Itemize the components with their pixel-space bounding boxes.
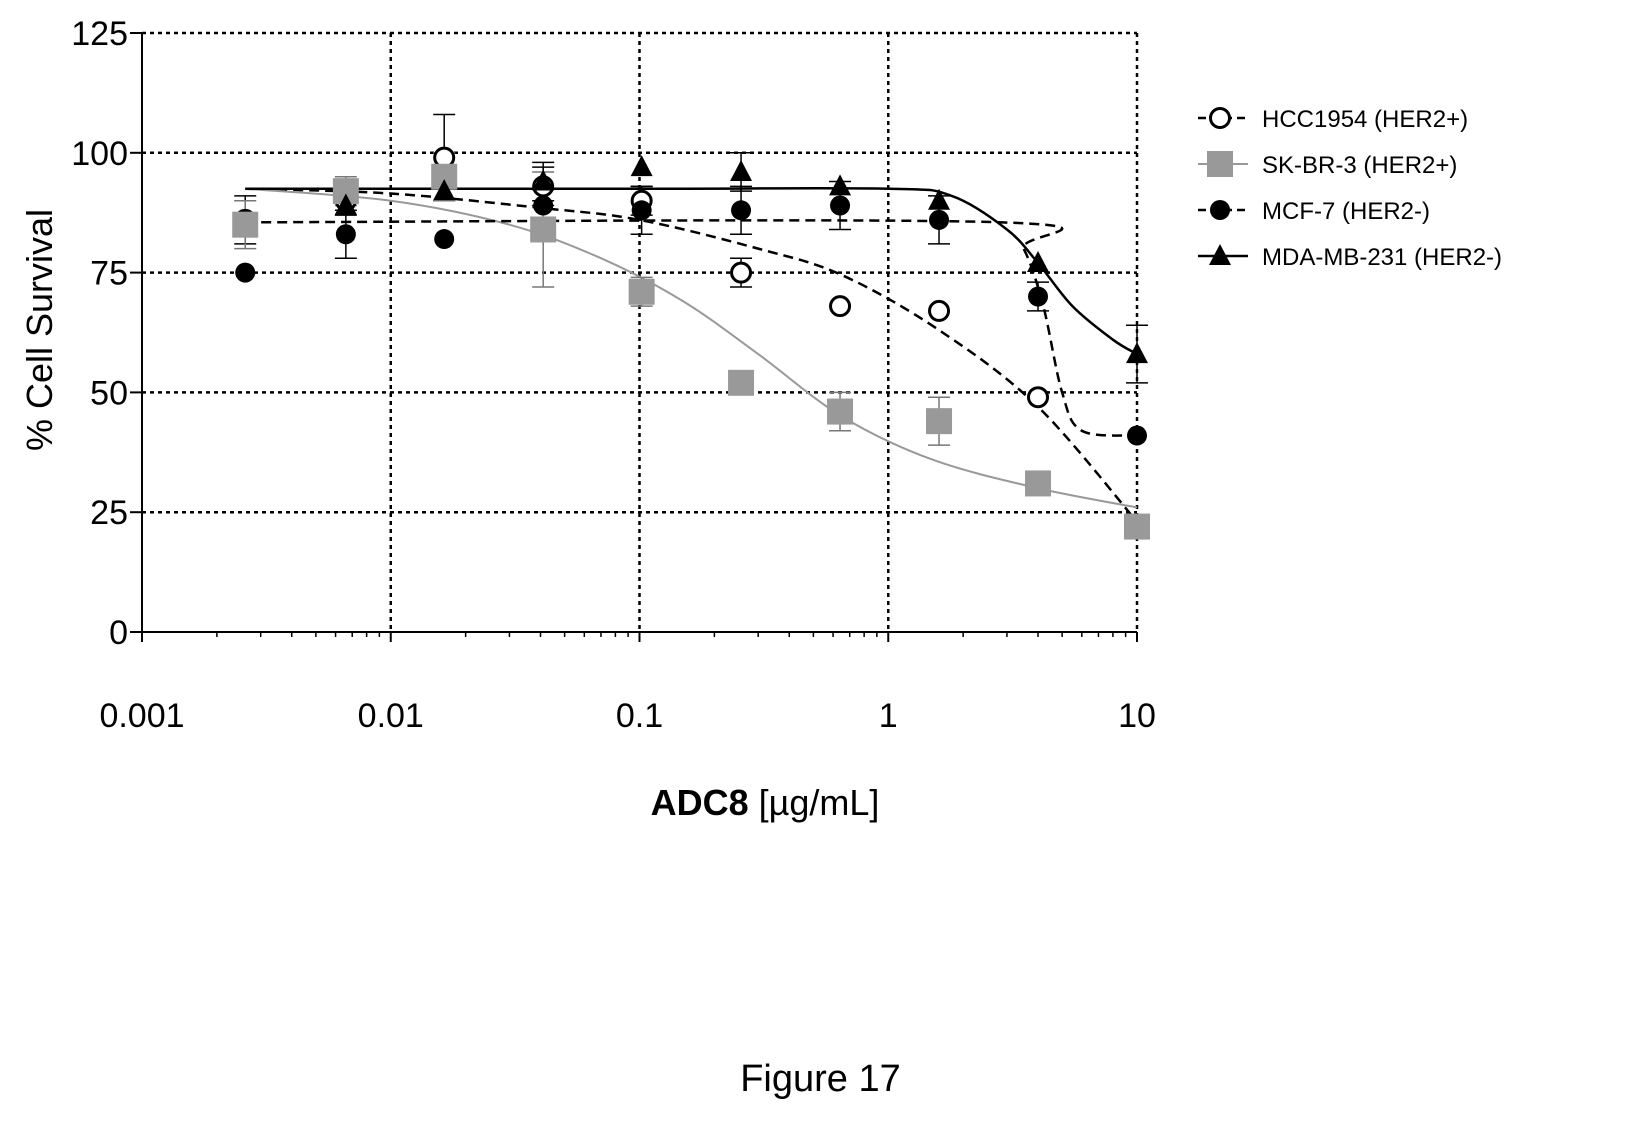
legend-label-3: MDA-MB-231 (HER2-)	[1262, 244, 1502, 271]
legend-marker-2	[1210, 200, 1230, 220]
data-point-1	[530, 216, 557, 243]
data-point-3	[1027, 251, 1050, 273]
data-point-2	[335, 224, 356, 245]
fit-curve-1	[245, 187, 1138, 509]
y-axis-title: % Cell Survival	[19, 209, 60, 451]
legend-label-0: HCC1954 (HER2+)	[1262, 106, 1468, 133]
data-point-3	[1126, 342, 1148, 364]
x-tick-label: 10	[1118, 697, 1156, 735]
x-axis-title: ADC8 [µg/mL]	[651, 782, 880, 823]
y-tick-label: 0	[109, 614, 128, 652]
data-point-0	[928, 299, 951, 322]
legend-marker-3	[1209, 244, 1231, 265]
data-point-3	[433, 179, 456, 201]
fit-curve-0	[245, 187, 1138, 523]
data-point-2	[533, 195, 554, 216]
legend-marker-0	[1209, 107, 1231, 129]
x-tick-label: 0.001	[99, 697, 184, 735]
data-point-2	[434, 229, 455, 250]
data-point-2	[830, 195, 851, 216]
x-tick-label: 0.01	[358, 697, 424, 735]
data-point-1	[232, 211, 259, 238]
data-point-3	[630, 155, 653, 177]
data-point-1	[628, 278, 655, 305]
legend-label-2: MCF-7 (HER2-)	[1262, 198, 1430, 225]
fit-curves	[245, 186, 1138, 523]
legend: HCC1954 (HER2+) SK-BR-3 (HER2+) MCF-7 (HER…	[1198, 106, 1502, 271]
y-tick-label: 125	[71, 15, 128, 53]
data-markers	[232, 146, 1150, 540]
figure-caption: Figure 17	[740, 1058, 901, 1100]
data-point-1	[926, 408, 953, 435]
data-point-3	[730, 159, 753, 181]
fit-curve-3	[245, 186, 1138, 356]
x-axis-title-units: [µg/mL]	[749, 782, 880, 823]
axes	[130, 32, 1138, 642]
data-point-0	[730, 261, 753, 284]
data-point-1	[1025, 470, 1052, 497]
y-tick-label: 50	[90, 374, 128, 412]
data-point-2	[929, 209, 950, 230]
data-point-2	[631, 200, 652, 221]
data-point-1	[827, 398, 854, 425]
data-point-3	[532, 169, 555, 191]
data-point-0	[829, 295, 852, 318]
data-point-2	[1127, 425, 1147, 446]
x-axis-title-bold: ADC8	[651, 782, 749, 823]
x-tick-label: 0.1	[616, 697, 663, 735]
data-point-1	[728, 369, 755, 396]
legend-marker-1	[1207, 151, 1233, 177]
error-bars	[234, 113, 1148, 446]
data-point-3	[829, 174, 852, 196]
y-tick-label: 25	[90, 494, 128, 532]
data-point-3	[334, 193, 357, 215]
grid-lines	[142, 31, 1139, 632]
data-point-3	[928, 188, 951, 210]
y-tick-label: 75	[90, 255, 128, 293]
data-point-2	[235, 262, 256, 283]
data-point-2	[1028, 286, 1049, 307]
fit-curve-2	[245, 219, 1138, 437]
data-point-0	[1027, 386, 1050, 409]
tick-labels: 0 25 50 75 100 125 0.001 0.01 0.1 1 10	[71, 15, 1156, 735]
data-point-2	[731, 200, 752, 221]
y-tick-label: 100	[71, 135, 128, 173]
x-tick-label: 1	[879, 697, 898, 735]
data-point-1	[1124, 513, 1150, 540]
legend-label-1: SK-BR-3 (HER2+)	[1262, 152, 1457, 179]
cell-survival-chart: 0 25 50 75 100 125 0.001 0.01 0.1 1 10 ADC8 [µg/mL…	[19, 15, 1502, 823]
